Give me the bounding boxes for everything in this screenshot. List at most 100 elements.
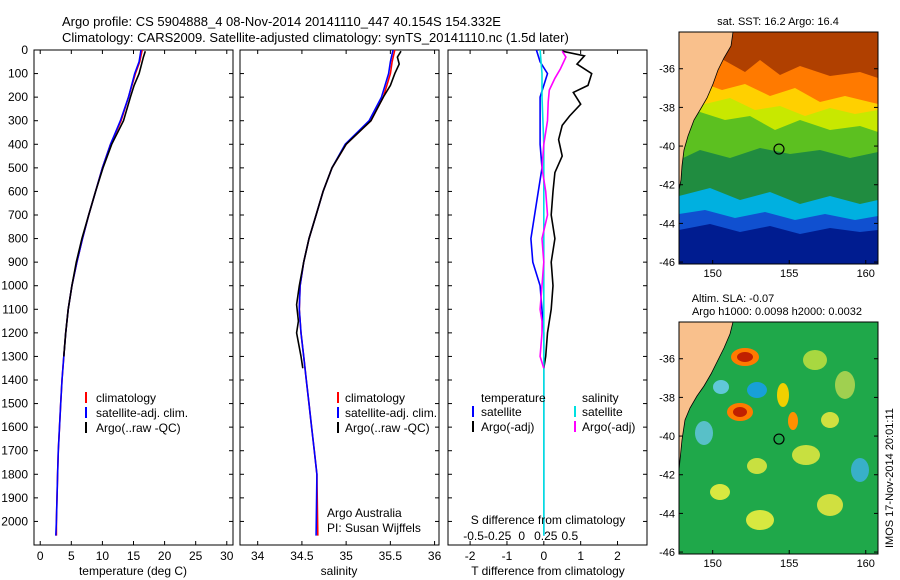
s-tick-label: 0.5 (561, 529, 578, 543)
depth-tick-label: 600 (8, 184, 28, 198)
legend-label-argo: Argo(..raw -QC) (345, 421, 430, 435)
pi-note: PI: Susan Wijffels (327, 521, 421, 535)
x-tick-label: -1 (502, 549, 513, 563)
salinity-xlabel: salinity (321, 564, 358, 578)
depth-tick-label: 900 (8, 255, 28, 269)
salinity-y-ticks (240, 49, 439, 522)
depth-tick-label: 400 (8, 137, 28, 151)
lat-tick-label: -40 (659, 141, 675, 153)
difference-y-ticks (448, 49, 647, 522)
series-line (295, 50, 402, 369)
s-difference-tick-labels: -0.5 -0.25 0 0.25 0.5 (463, 529, 578, 543)
x-tick-label: 0 (540, 549, 547, 563)
sla-eddy (747, 382, 767, 398)
s-difference-xlabel: S difference from climatology (471, 513, 626, 527)
salinity-legend: climatology satellite-adj. clim. Argo(..… (337, 391, 437, 435)
x-tick-label: 25 (189, 549, 203, 563)
legend-head-salinity: salinity (582, 391, 619, 405)
sst-land (679, 32, 734, 191)
sla-land (679, 322, 734, 471)
depth-tick-label: 1400 (1, 373, 28, 387)
x-tick-label: 1 (577, 549, 584, 563)
lon-tick-label: 150 (703, 558, 721, 570)
lat-tick-label: -46 (659, 257, 675, 269)
depth-tick-label: 500 (8, 161, 28, 175)
depth-tick-label: 200 (8, 90, 28, 104)
legend-head-temperature: temperature (481, 391, 546, 405)
sla-eddy (792, 445, 820, 465)
lat-tick-label: -36 (659, 64, 675, 76)
x-tick-label: 20 (158, 549, 172, 563)
sla-eddy (710, 484, 730, 500)
depth-tick-label: 1500 (1, 397, 28, 411)
imos-timestamp: IMOS 17-Nov-2014 20:01:11 (884, 408, 896, 548)
sla-eddy (788, 412, 798, 430)
sla-axes (678, 321, 879, 555)
sla-eddy (835, 371, 855, 399)
salinity-panel: 34 34.5 35 35.5 36 salinity climatology sate… (239, 49, 442, 578)
x-tick-label: 34 (251, 549, 265, 563)
profile-title: Argo profile: CS 5904888_4 08-Nov-2014 2… (62, 14, 501, 29)
difference-series (530, 49, 593, 536)
series-line (539, 49, 545, 536)
series-line (543, 50, 593, 369)
sla-map: Altim. SLA: -0.07 Argo h1000: 0.0098 h20… (659, 293, 879, 570)
lat-tick-label: -38 (659, 392, 675, 404)
depth-tick-label: 1800 (1, 467, 28, 481)
depth-tick-label: 1000 (1, 279, 28, 293)
sla-eddy (713, 380, 729, 394)
depth-tick-label: 0 (21, 43, 28, 57)
series-line (530, 49, 549, 536)
depth-tick-label: 800 (8, 232, 28, 246)
salinity-axes (239, 49, 440, 546)
lat-tick-label: -44 (659, 218, 675, 230)
lat-tick-label: -40 (659, 431, 675, 443)
temperature-x-axis: 0 5 10 15 20 25 30 (37, 50, 234, 563)
sla-map-subtitle: Argo h1000: 0.0098 h2000: 0.0032 (692, 306, 862, 318)
temperature-legend: climatology satellite-adj. clim. Argo(..… (85, 391, 188, 435)
sla-eddy (746, 510, 774, 530)
legend-label-s-satellite: satellite (582, 405, 623, 419)
legend-label-climatology: climatology (96, 391, 156, 405)
lon-tick-label: 150 (703, 268, 721, 280)
salinity-series (295, 49, 402, 536)
lat-tick-label: -38 (659, 102, 675, 114)
lat-tick-label: -42 (659, 180, 675, 192)
lon-tick-label: 155 (780, 268, 798, 280)
difference-x-axis: -2 -1 0 1 2 (465, 50, 621, 563)
x-tick-label: 30 (220, 549, 234, 563)
x-tick-label: 5 (68, 549, 75, 563)
series-line (63, 50, 147, 357)
depth-tick-label: 1900 (1, 491, 28, 505)
s-tick-label: 0 (518, 529, 525, 543)
legend-label-climatology: climatology (345, 391, 405, 405)
lon-tick-label: 160 (857, 268, 875, 280)
sst-field (679, 32, 878, 264)
temperature-series (55, 49, 147, 536)
legend-label-t-satellite: satellite (481, 405, 522, 419)
difference-xlabel: T difference from climatology (471, 564, 625, 578)
temperature-axes (33, 49, 234, 546)
sla-eddy (747, 458, 767, 474)
depth-tick-label: 1200 (1, 326, 28, 340)
salinity-x-axis: 34 34.5 35 35.5 36 (251, 50, 442, 563)
x-tick-label: 34.5 (290, 549, 314, 563)
sla-eddy (803, 350, 827, 370)
sla-eddy (737, 352, 753, 362)
sla-eddy (817, 494, 843, 516)
sst-map-title: sat. SST: 16.2 Argo: 16.4 (717, 16, 839, 28)
x-tick-label: 10 (96, 549, 110, 563)
s-tick-label: 0.25 (534, 529, 558, 543)
depth-tick-label: 2000 (1, 514, 28, 528)
sst-map: sat. SST: 16.2 Argo: 16.4 -36 -38 -40 -42 -4… (659, 16, 879, 280)
depth-tick-label: 300 (8, 114, 28, 128)
x-tick-label: -2 (465, 549, 476, 563)
climatology-title: Climatology: CARS2009. Satellite-adjuste… (62, 30, 569, 45)
difference-panel: -2 -1 0 1 2 T difference from climatology S … (447, 49, 648, 578)
lon-tick-label: 160 (857, 558, 875, 570)
sla-eddy (851, 458, 869, 482)
sla-eddy (821, 412, 839, 428)
float-position-marker (773, 433, 785, 445)
x-tick-label: 36 (428, 549, 442, 563)
